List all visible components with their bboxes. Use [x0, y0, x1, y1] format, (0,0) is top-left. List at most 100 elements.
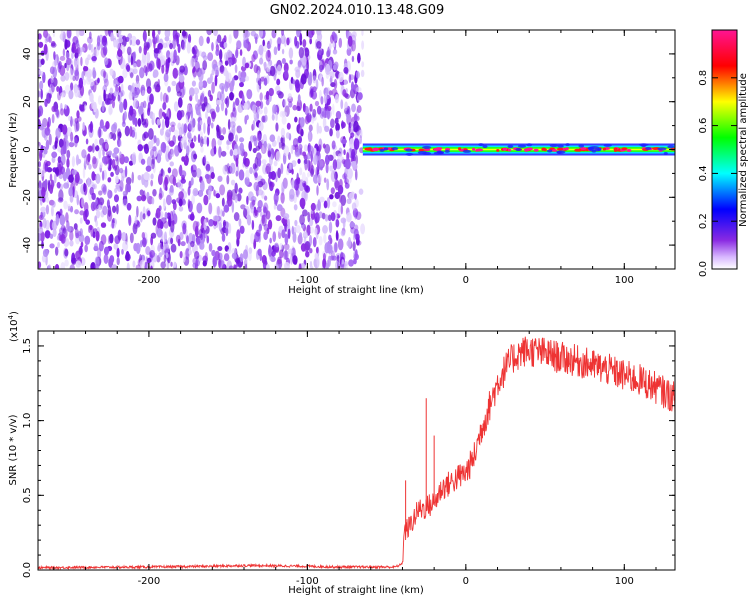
noise-speckle [344, 101, 348, 112]
noise-speckle [40, 50, 45, 56]
noise-speckle [263, 140, 267, 149]
signal-edge-blob [417, 150, 427, 154]
noise-speckle [277, 256, 282, 265]
noise-speckle [332, 64, 339, 71]
noise-speckle [211, 111, 217, 120]
noise-speckle [108, 150, 113, 156]
noise-speckle [223, 35, 227, 43]
noise-speckle [342, 89, 347, 97]
noise-speckle [71, 169, 78, 175]
noise-speckle [85, 219, 91, 225]
snr-y-tick-label: 0.0 [22, 562, 33, 578]
noise-speckle [164, 116, 170, 128]
signal-peak [496, 148, 500, 152]
signal-edge-blob [437, 150, 445, 154]
noise-speckle [302, 231, 309, 239]
noise-speckle [123, 98, 128, 111]
noise-speckle [348, 259, 354, 267]
noise-speckle [301, 171, 306, 184]
noise-speckle [307, 145, 314, 157]
noise-speckle [238, 218, 242, 227]
noise-speckle [208, 218, 214, 227]
noise-speckle [212, 215, 219, 222]
noise-speckle [347, 167, 353, 180]
noise-speckle [215, 105, 220, 113]
snr-series-line [38, 336, 675, 570]
noise-speckle [134, 215, 138, 225]
noise-speckle [225, 227, 229, 237]
noise-speckle [267, 245, 273, 257]
noise-speckle [234, 134, 239, 143]
noise-speckle [255, 229, 261, 237]
noise-speckle [101, 170, 105, 181]
noise-speckle [108, 158, 112, 170]
noise-speckle [72, 186, 75, 198]
noise-speckle [107, 177, 112, 183]
noise-speckle [124, 165, 128, 178]
noise-speckle [153, 47, 160, 54]
noise-speckle [206, 136, 210, 147]
noise-speckle [257, 199, 263, 209]
noise-speckle [355, 71, 360, 79]
noise-speckle [308, 124, 313, 132]
noise-speckle [38, 33, 42, 40]
noise-speckle [216, 126, 222, 137]
noise-speckle [216, 34, 222, 44]
noise-speckle [239, 76, 246, 83]
noise-speckle [196, 202, 203, 214]
noise-speckle [306, 60, 309, 72]
noise-speckle [329, 165, 334, 172]
noise-speckle [281, 111, 288, 117]
noise-speckle [203, 155, 207, 164]
noise-speckle [283, 99, 287, 108]
noise-speckle [195, 49, 200, 58]
noise-speckle [359, 135, 362, 145]
noise-speckle [142, 213, 146, 220]
noise-speckle [208, 189, 211, 200]
noise-speckle [292, 138, 299, 148]
noise-speckle [257, 69, 261, 81]
noise-speckle [250, 30, 257, 37]
noise-speckle [219, 184, 226, 196]
noise-speckle [64, 248, 69, 257]
noise-speckle [239, 253, 244, 263]
noise-speckle [266, 264, 270, 269]
noise-speckle [167, 86, 171, 93]
noise-speckle [160, 168, 164, 177]
noise-speckle [66, 149, 71, 159]
noise-speckle [214, 66, 220, 76]
noise-speckle [132, 113, 136, 126]
noise-speckle [231, 252, 237, 260]
noise-speckle [81, 196, 85, 208]
noise-speckle [257, 189, 264, 196]
noise-speckle [154, 36, 158, 42]
noise-speckle [347, 236, 352, 249]
noise-speckle [157, 173, 163, 186]
snr-y-ticks: 0.0 0.5 1.0 1.5 [22, 338, 675, 578]
noise-speckle [169, 185, 174, 193]
noise-speckle [109, 68, 114, 76]
noise-speckle [215, 205, 221, 217]
noise-speckle [267, 219, 273, 230]
noise-speckle [129, 125, 133, 137]
noise-speckle [66, 158, 70, 169]
noise-speckle [305, 250, 310, 258]
noise-speckle [39, 149, 43, 162]
noise-speckle [272, 231, 277, 243]
signal-edge-blob [663, 152, 668, 156]
noise-speckle [113, 147, 120, 155]
noise-speckle [163, 42, 168, 49]
noise-speckle [304, 243, 309, 253]
noise-speckle [324, 125, 330, 133]
noise-speckle [70, 131, 74, 142]
noise-speckle [226, 194, 233, 207]
noise-speckle [216, 129, 221, 139]
noise-speckle [182, 135, 187, 143]
noise-speckle [269, 65, 276, 77]
noise-speckle [351, 31, 357, 38]
noise-speckle [199, 50, 203, 57]
noise-speckle [228, 265, 234, 269]
noise-speckle [236, 229, 241, 241]
noise-speckle [344, 261, 349, 267]
noise-speckle [92, 156, 97, 165]
